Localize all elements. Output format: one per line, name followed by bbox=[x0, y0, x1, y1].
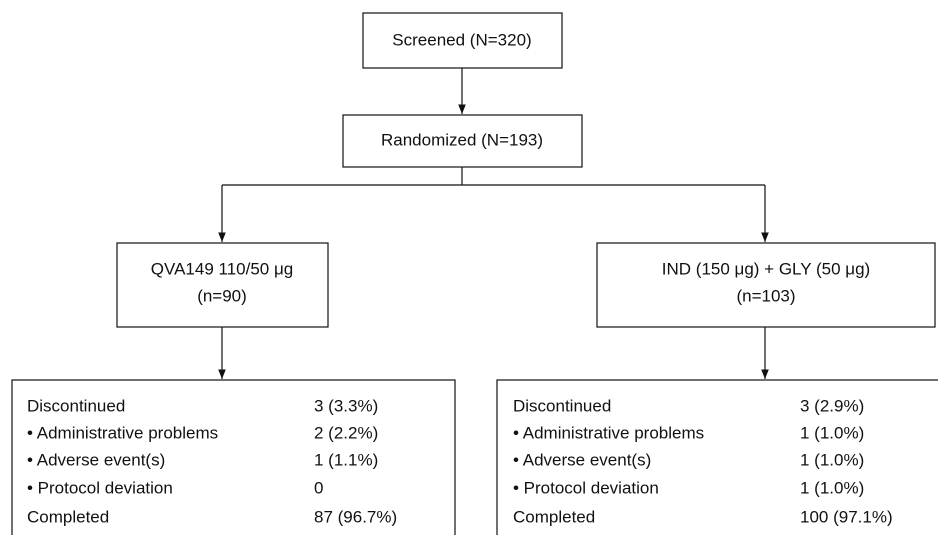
randomized-box bbox=[342, 114, 583, 168]
row-label: Discontinued bbox=[27, 396, 125, 415]
row-value: 87 (96.7%) bbox=[314, 507, 397, 526]
row-value: 0 bbox=[314, 478, 323, 497]
row-label: • Adverse event(s) bbox=[513, 450, 651, 469]
arm-title: IND (150 μg) + GLY (50 μg) bbox=[662, 259, 870, 278]
row-label: Discontinued bbox=[513, 396, 611, 415]
screened-label: Screened (N=320) bbox=[392, 30, 531, 49]
row-label: • Administrative problems bbox=[513, 423, 704, 442]
arm-box bbox=[116, 242, 329, 328]
outcome-box bbox=[496, 379, 938, 535]
row-value: 3 (2.9%) bbox=[800, 396, 864, 415]
row-value: 2 (2.2%) bbox=[314, 423, 378, 442]
row-value: 100 (97.1%) bbox=[800, 507, 893, 526]
row-value: 1 (1.0%) bbox=[800, 423, 864, 442]
arm-title: QVA149 110/50 μg bbox=[151, 259, 293, 278]
row-label: • Administrative problems bbox=[27, 423, 218, 442]
row-value: 3 (3.3%) bbox=[314, 396, 378, 415]
randomized-label: Randomized (N=193) bbox=[381, 130, 543, 149]
arm-n: (n=90) bbox=[197, 286, 247, 305]
arm-n: (n=103) bbox=[736, 286, 795, 305]
row-label: • Protocol deviation bbox=[27, 478, 173, 497]
row-label: Completed bbox=[513, 507, 595, 526]
outcome-box bbox=[11, 379, 456, 535]
row-value: 1 (1.0%) bbox=[800, 450, 864, 469]
row-value: 1 (1.1%) bbox=[314, 450, 378, 469]
row-label: • Adverse event(s) bbox=[27, 450, 165, 469]
outcome-rows: Discontinued 3 (3.3%) • Administrative pro… bbox=[27, 396, 893, 526]
arm-box bbox=[596, 242, 936, 328]
screened-box bbox=[362, 12, 563, 69]
row-label: Completed bbox=[27, 507, 109, 526]
row-value: 1 (1.0%) bbox=[800, 478, 864, 497]
row-label: • Protocol deviation bbox=[513, 478, 659, 497]
